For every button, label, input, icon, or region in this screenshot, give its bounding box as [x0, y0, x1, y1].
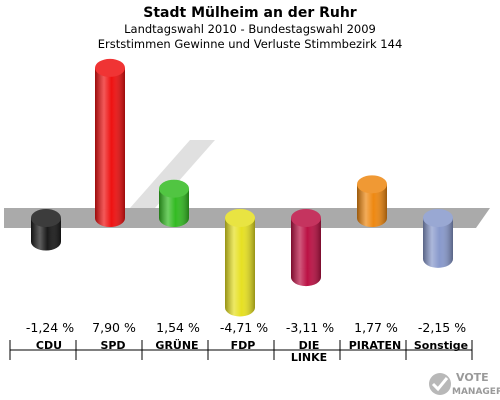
bar-top-cap [31, 209, 61, 227]
bar-bottom-cap-shade [95, 209, 125, 227]
chart-subtitle-2: Erststimmen Gewinne und Verluste Stimmbe… [98, 37, 403, 51]
value-label: 7,90 % [92, 320, 136, 335]
value-label: 1,77 % [354, 320, 398, 335]
value-label: 1,54 % [156, 320, 200, 335]
logo-ballot-icon [429, 373, 451, 395]
bar-shading [291, 218, 321, 278]
category-label: LINKE [291, 351, 327, 364]
bar-spd [95, 58, 125, 227]
category-label: GRÜNE [155, 338, 198, 352]
bar-top-cap [423, 209, 453, 227]
bar-top-cap [225, 209, 255, 227]
value-label: -1,24 % [26, 320, 74, 335]
logo-check-icon [431, 377, 449, 392]
bar-bottom-cap-shade [225, 298, 255, 317]
bar-bottom-cap-shade [291, 268, 321, 287]
bar-top-cap-highlight [31, 209, 61, 227]
chart-subtitle: Landtagswahl 2010 - Bundestagswahl 2009 [124, 22, 376, 36]
value-label: -2,15 % [418, 320, 466, 335]
bar-bottom-cap-shade [31, 232, 61, 251]
baseline-plane-shadow [130, 140, 215, 208]
chart-title: Stadt Mülheim an der Ruhr [143, 5, 357, 21]
bar-top-cap-highlight [159, 179, 189, 198]
bar-top-cap-highlight [95, 58, 125, 77]
category-label: PIRATEN [349, 339, 402, 352]
bar-top-cap [291, 209, 321, 227]
bar-cdu [31, 209, 61, 251]
category-label: DIE [299, 339, 320, 352]
bar-bottom-cap-shade [423, 249, 453, 268]
category-label: Sonstige [414, 339, 468, 352]
logo-text-bottom: MANAGER [452, 387, 500, 397]
value-label: -4,71 % [220, 320, 268, 335]
bar-top-cap-highlight [423, 209, 453, 227]
bar-top-cap [159, 179, 189, 198]
vote-manager-logo: VOTE MANAGER [429, 371, 500, 397]
bar-shading [225, 218, 255, 308]
bar-top-cap-highlight [291, 209, 321, 227]
bar-shading [95, 67, 125, 219]
category-label: SPD [100, 339, 125, 352]
bar-die-linke [291, 209, 321, 287]
bar-top-cap-highlight [225, 209, 255, 227]
bar-top-cap [357, 175, 387, 194]
value-label: -3,11 % [286, 320, 334, 335]
bar-top-cap [95, 58, 125, 77]
bar-bottom-cap-shade [357, 209, 387, 227]
logo-text-top: VOTE [456, 371, 489, 384]
bar-top-cap-highlight [357, 175, 387, 194]
bar-sonstige [423, 209, 453, 268]
bar-bottom-cap-shade [159, 209, 189, 227]
category-label: FDP [231, 339, 256, 352]
bar-piraten [357, 175, 387, 227]
category-label: CDU [36, 339, 62, 352]
bar-grüne [159, 179, 189, 227]
bar-fdp [225, 209, 255, 317]
